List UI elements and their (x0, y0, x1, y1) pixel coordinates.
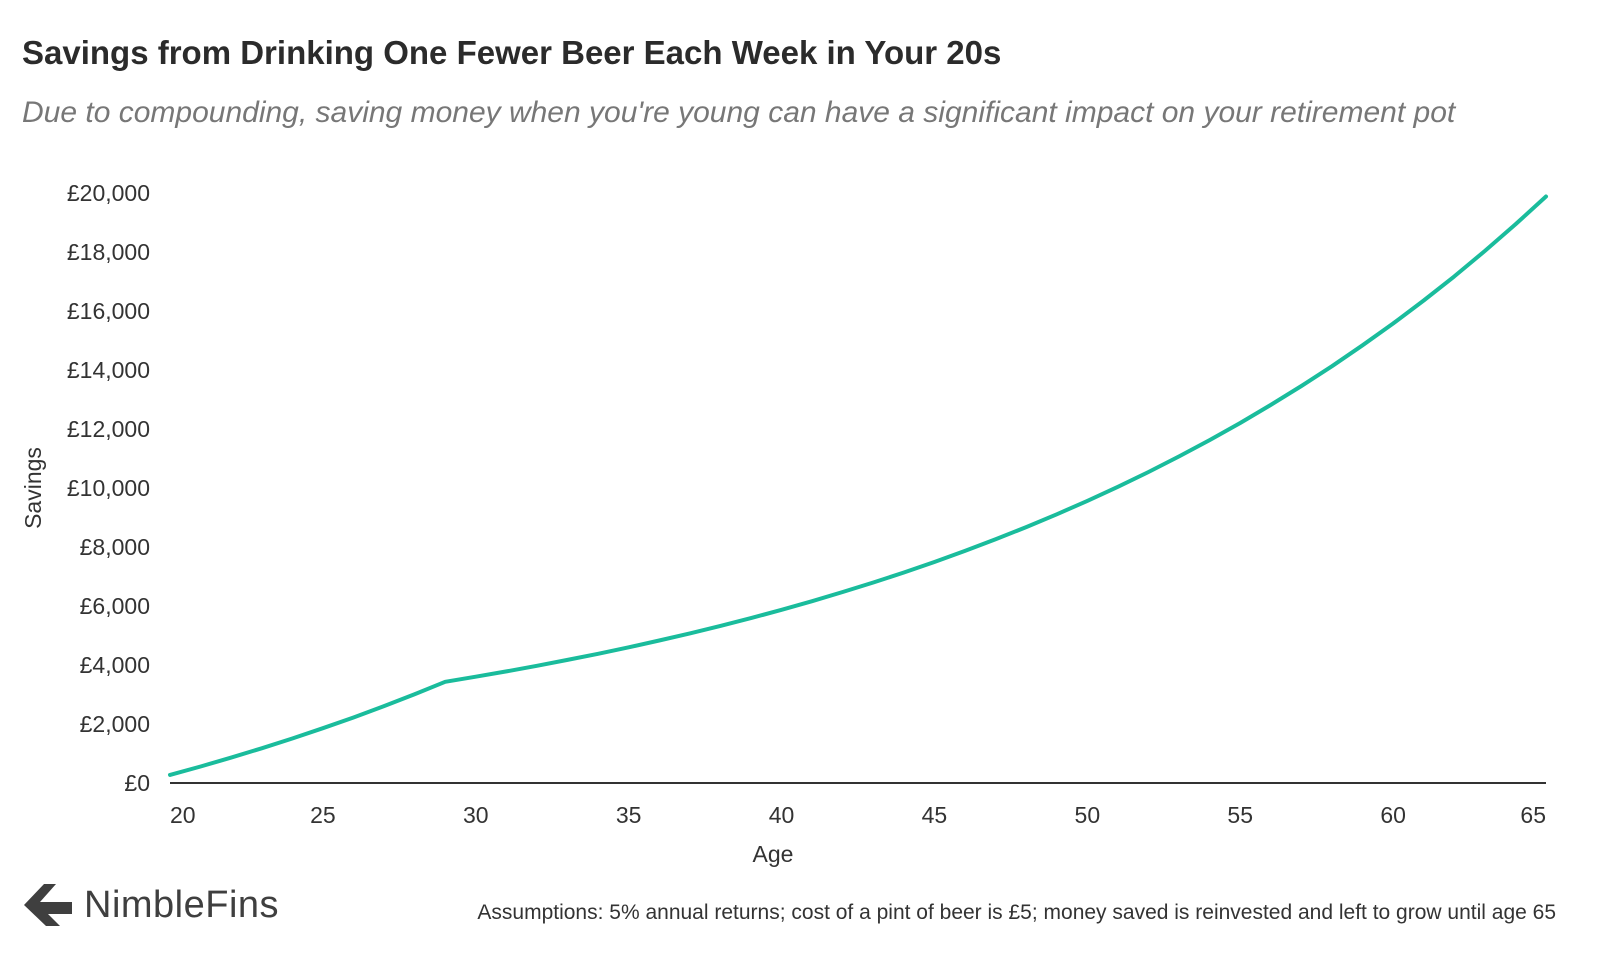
x-tick-label: 55 (1227, 802, 1253, 828)
brand-name: NimbleFins (84, 883, 280, 926)
y-tick-label: £18,000 (67, 239, 150, 265)
y-tick-label: £0 (124, 770, 150, 796)
chart-title: Savings from Drinking One Fewer Beer Eac… (22, 34, 1002, 71)
x-axis-label: Age (753, 841, 794, 867)
savings-series-line (168, 194, 1548, 777)
y-tick-label: £16,000 (67, 298, 150, 324)
y-axis-label: Savings (20, 447, 46, 529)
y-tick-label: £2,000 (80, 711, 150, 737)
y-tick-label: £4,000 (80, 652, 150, 678)
nimblefins-chevron-icon (24, 884, 72, 926)
y-tick-label: £20,000 (67, 180, 150, 206)
y-tick-label: £8,000 (80, 534, 150, 560)
chart-subtitle: Due to compounding, saving money when yo… (22, 96, 1456, 129)
x-tick-label: 65 (1520, 802, 1546, 828)
y-tick-label: £12,000 (67, 416, 150, 442)
x-tick-label: 20 (170, 802, 196, 828)
x-tick-label: 45 (922, 802, 948, 828)
assumptions-note: Assumptions: 5% annual returns; cost of … (477, 901, 1556, 924)
x-tick-label: 35 (616, 802, 642, 828)
y-tick-label: £14,000 (67, 357, 150, 383)
y-tick-label: £6,000 (80, 593, 150, 619)
x-tick-label: 25 (310, 802, 336, 828)
x-tick-label: 60 (1380, 802, 1406, 828)
brand-logo: NimbleFins (22, 880, 279, 930)
x-tick-label: 30 (463, 802, 489, 828)
y-tick-label: £10,000 (67, 475, 150, 501)
x-tick-label: 40 (769, 802, 795, 828)
x-tick-label: 50 (1075, 802, 1101, 828)
